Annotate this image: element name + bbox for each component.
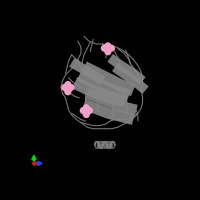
Circle shape — [80, 108, 86, 113]
Circle shape — [105, 43, 111, 49]
Circle shape — [83, 112, 89, 117]
Circle shape — [68, 85, 74, 90]
Circle shape — [105, 46, 111, 53]
Circle shape — [65, 89, 71, 95]
Circle shape — [109, 45, 114, 51]
Circle shape — [83, 109, 90, 116]
Circle shape — [64, 86, 71, 93]
Circle shape — [83, 105, 89, 111]
Circle shape — [101, 45, 107, 51]
Circle shape — [65, 82, 71, 87]
Circle shape — [105, 49, 111, 55]
Circle shape — [62, 85, 68, 90]
Circle shape — [87, 108, 92, 113]
